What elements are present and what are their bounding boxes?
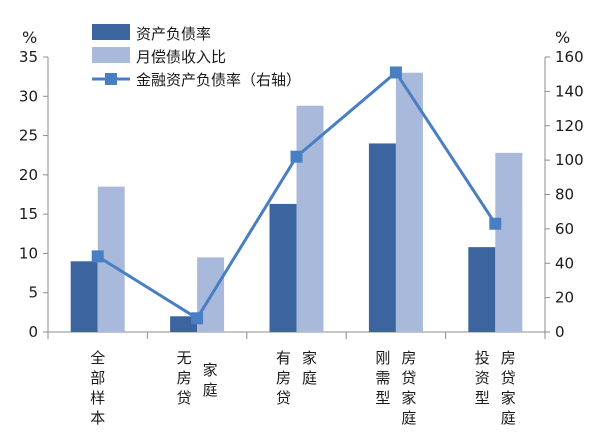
legend-label: 金融资产负债率（右轴） [136,71,301,89]
bar-debt-income [395,72,423,332]
line-marker [489,217,502,230]
category-label: 无房贷 [177,349,192,407]
bar-debt-income [296,105,324,332]
category-label: 家庭 [203,361,218,399]
bar-asset-liability [170,316,198,332]
legend-label: 资产负债率 [136,25,211,43]
legend-marker [105,73,117,85]
right-tick-label: 160 [555,48,584,66]
left-tick-label: 20 [19,166,38,184]
legend-swatch [92,47,130,63]
left-tick-label: 30 [19,87,38,105]
left-axis-unit: % [22,28,37,47]
right-tick-label: 0 [555,323,565,341]
bars [70,72,523,332]
line-marker [91,250,104,263]
bar-debt-income [495,152,523,332]
right-tick-label: 120 [555,117,584,135]
right-axis-unit: % [555,28,570,47]
bar-asset-liability [70,261,98,332]
right-tick-label: 100 [555,151,584,169]
right-tick-label: 60 [555,220,574,238]
legend-swatch [92,24,130,40]
axis-labels: 0 5 10 15 20 25 30 35 0 20 40 60 80 100 120 140 160% % 全部样… [19,28,584,427]
left-tick-label: 35 [19,48,38,66]
category-label: 房贷家庭 [401,349,416,427]
right-tick-label: 140 [555,82,584,100]
category-label: 全部样本 [90,349,105,427]
legend-label: 月偿债收入比 [136,48,226,66]
bar-asset-liability [468,247,496,332]
line-series [91,66,502,325]
left-tick-label: 0 [28,323,38,341]
category-label: 有房贷 [276,349,291,407]
line-marker [290,150,303,163]
left-tick-label: 5 [28,284,38,302]
left-tick-label: 15 [19,205,38,223]
line-marker [191,312,204,325]
bar-asset-liability [269,203,297,332]
right-tick-label: 40 [555,254,574,272]
category-label: 房贷家庭 [501,349,516,427]
category-label: 投资型 [475,349,490,407]
category-label: 家庭 [302,349,317,387]
right-tick-label: 80 [555,186,574,204]
left-tick-label: 25 [19,127,38,145]
right-tick-label: 20 [555,289,574,307]
bar-asset-liability [368,143,396,332]
category-label: 刚需型 [375,349,390,407]
line-marker [389,66,402,79]
left-tick-label: 10 [19,244,38,262]
